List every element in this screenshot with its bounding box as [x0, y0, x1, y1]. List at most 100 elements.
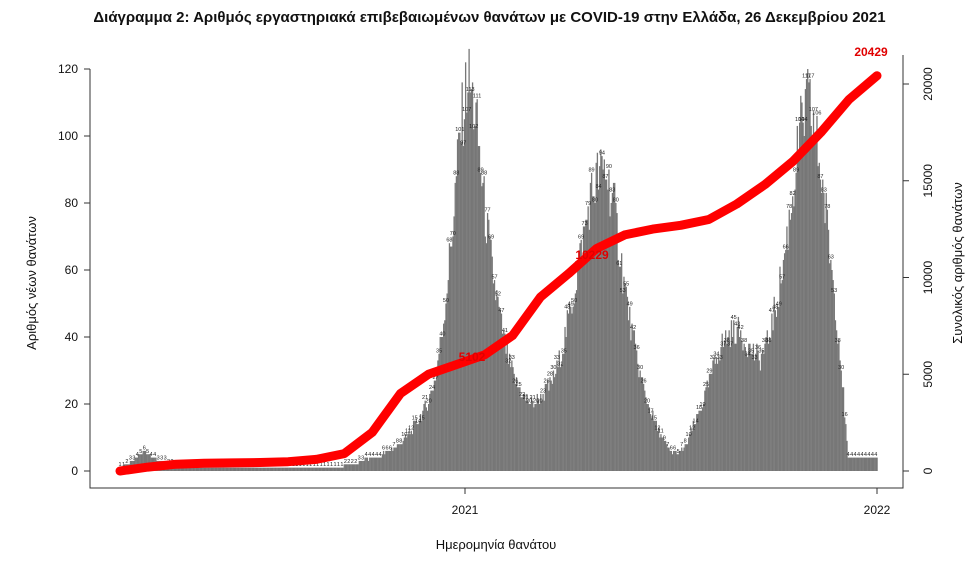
bar — [263, 467, 266, 471]
bar — [694, 424, 697, 471]
bar — [819, 179, 822, 472]
bar — [829, 263, 831, 471]
bar-value-label: 4 — [150, 452, 153, 458]
bar-value-label: 94 — [599, 151, 605, 157]
bar — [477, 146, 480, 472]
bar — [676, 454, 678, 471]
bar — [759, 370, 761, 471]
bar — [612, 182, 615, 471]
bar — [581, 263, 584, 471]
bar — [574, 293, 577, 471]
cumulative-label: 5102 — [459, 350, 486, 364]
bar — [191, 467, 193, 471]
bar — [343, 464, 345, 471]
bar — [655, 420, 657, 471]
bar — [870, 457, 872, 471]
bar — [460, 142, 462, 471]
bar — [730, 320, 733, 471]
bar — [416, 424, 418, 471]
bar — [563, 353, 565, 471]
bar — [826, 209, 829, 471]
bar-value-label: 53 — [831, 288, 837, 294]
bar — [459, 132, 461, 471]
bar — [562, 353, 564, 471]
bar — [571, 313, 573, 471]
bar-value-label: 26 — [512, 378, 518, 384]
bar — [699, 410, 701, 471]
bar-value-label: 63 — [828, 254, 834, 260]
bar — [206, 467, 208, 471]
bar — [608, 169, 610, 471]
bar — [768, 337, 771, 471]
bar — [624, 283, 626, 471]
bar — [600, 149, 602, 471]
bar — [505, 353, 507, 471]
bar — [767, 343, 770, 471]
bar — [394, 447, 396, 471]
bar — [814, 132, 816, 471]
bar — [734, 343, 736, 471]
bar — [622, 293, 624, 471]
bar-value-label: 32 — [505, 358, 511, 364]
bar-value-label: 7 — [666, 442, 669, 448]
bar — [440, 337, 443, 471]
bar — [411, 434, 414, 471]
bar-value-label: 33 — [710, 355, 716, 361]
y-tick-label: 120 — [58, 62, 78, 76]
bar — [516, 387, 519, 471]
bar — [196, 467, 199, 471]
bar — [458, 132, 460, 471]
bar — [419, 414, 422, 471]
bar — [323, 467, 326, 471]
bar — [807, 69, 809, 471]
bar — [722, 347, 725, 471]
bar — [305, 467, 307, 471]
bar — [756, 343, 758, 471]
bar-value-label: 1 — [333, 462, 336, 468]
bar-value-label: 36 — [755, 345, 761, 351]
bar-value-label: 1 — [122, 462, 125, 468]
bar — [627, 320, 630, 471]
x-axis-title: Ημερομηνία θανάτου — [436, 537, 557, 552]
bar — [285, 467, 288, 471]
bar — [640, 377, 642, 471]
bar — [792, 196, 794, 472]
bar-value-label: 3 — [132, 455, 135, 461]
bar — [556, 360, 558, 471]
bar-value-label: 89 — [478, 167, 484, 173]
bar-value-label: 33 — [717, 355, 723, 361]
bar — [842, 387, 845, 471]
bar — [482, 182, 484, 471]
bar — [177, 467, 179, 471]
bar — [326, 467, 328, 471]
bar — [250, 467, 252, 471]
bar — [178, 467, 180, 471]
bar — [719, 360, 721, 471]
bar — [203, 467, 206, 471]
bar — [378, 457, 380, 471]
bar-value-label: 4 — [857, 452, 860, 458]
bar — [243, 467, 245, 471]
bar-value-label: 87 — [817, 174, 823, 180]
bar — [793, 206, 795, 471]
bar — [467, 92, 469, 471]
bar — [252, 467, 254, 471]
bar — [549, 377, 551, 471]
bar-value-label: 24 — [429, 385, 435, 391]
bar — [362, 460, 364, 471]
bar — [512, 367, 514, 471]
bar — [455, 176, 458, 471]
bar — [654, 420, 656, 471]
bar — [349, 464, 351, 471]
bar — [508, 353, 511, 471]
bar-value-label: 6 — [389, 445, 392, 451]
bar-value-label: 12 — [654, 425, 660, 431]
bar — [835, 330, 838, 471]
bar — [230, 467, 232, 471]
bar — [537, 400, 540, 471]
bar — [566, 310, 568, 471]
bar — [851, 457, 853, 471]
bar — [847, 457, 849, 471]
bar — [463, 119, 466, 471]
